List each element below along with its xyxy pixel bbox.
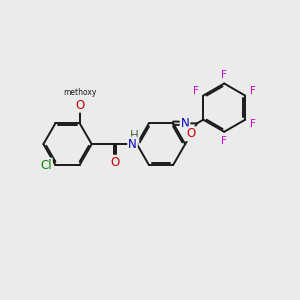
Text: O: O bbox=[75, 99, 84, 112]
Text: methoxy: methoxy bbox=[64, 88, 97, 97]
Text: N: N bbox=[181, 117, 189, 130]
Text: F: F bbox=[193, 86, 199, 96]
Text: F: F bbox=[221, 70, 227, 80]
Text: O: O bbox=[111, 156, 120, 169]
Text: F: F bbox=[250, 119, 256, 129]
Text: F: F bbox=[221, 136, 227, 146]
Text: H: H bbox=[130, 129, 138, 142]
Text: F: F bbox=[250, 86, 256, 96]
Text: Cl: Cl bbox=[40, 158, 52, 172]
Text: N: N bbox=[128, 138, 137, 151]
Text: O: O bbox=[186, 127, 196, 140]
